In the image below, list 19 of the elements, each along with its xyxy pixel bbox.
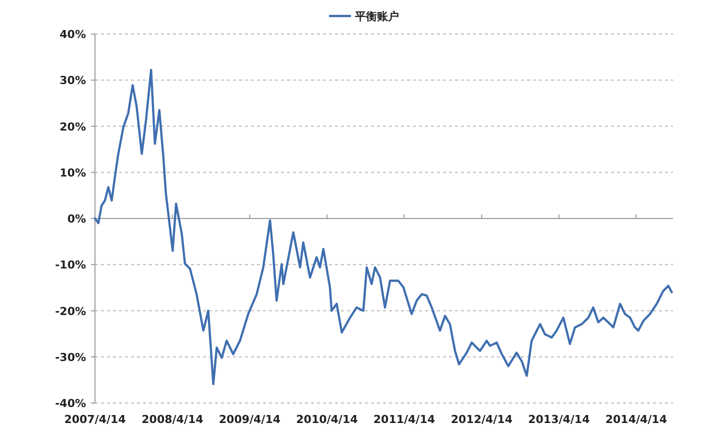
- legend: 平衡账户: [329, 10, 399, 23]
- x-tick-label: 2013/4/14: [528, 413, 590, 426]
- x-tick-label: 2010/4/14: [296, 413, 358, 426]
- x-tick-label: 2008/4/14: [142, 413, 204, 426]
- x-tick-label: 2009/4/14: [218, 413, 281, 426]
- y-tick-label: 20%: [60, 120, 86, 134]
- y-tick-label: -20%: [55, 304, 86, 318]
- legend-label: 平衡账户: [354, 10, 399, 23]
- y-tick-label: -10%: [55, 258, 86, 272]
- y-tick-label: 0%: [67, 212, 86, 226]
- y-tick-label: -30%: [55, 350, 86, 364]
- y-tick-label: 10%: [60, 166, 86, 180]
- x-tick-label: 2012/4/14: [450, 413, 513, 426]
- y-tick-label: 40%: [60, 28, 86, 41]
- y-tick-label: -40%: [55, 397, 86, 410]
- x-tick-label: 2007/4/14: [64, 413, 126, 426]
- y-tick-label: 30%: [60, 74, 86, 88]
- x-tick-label: 2011/4/14: [373, 413, 436, 426]
- x-tick-label: 2014/4/14: [605, 413, 668, 426]
